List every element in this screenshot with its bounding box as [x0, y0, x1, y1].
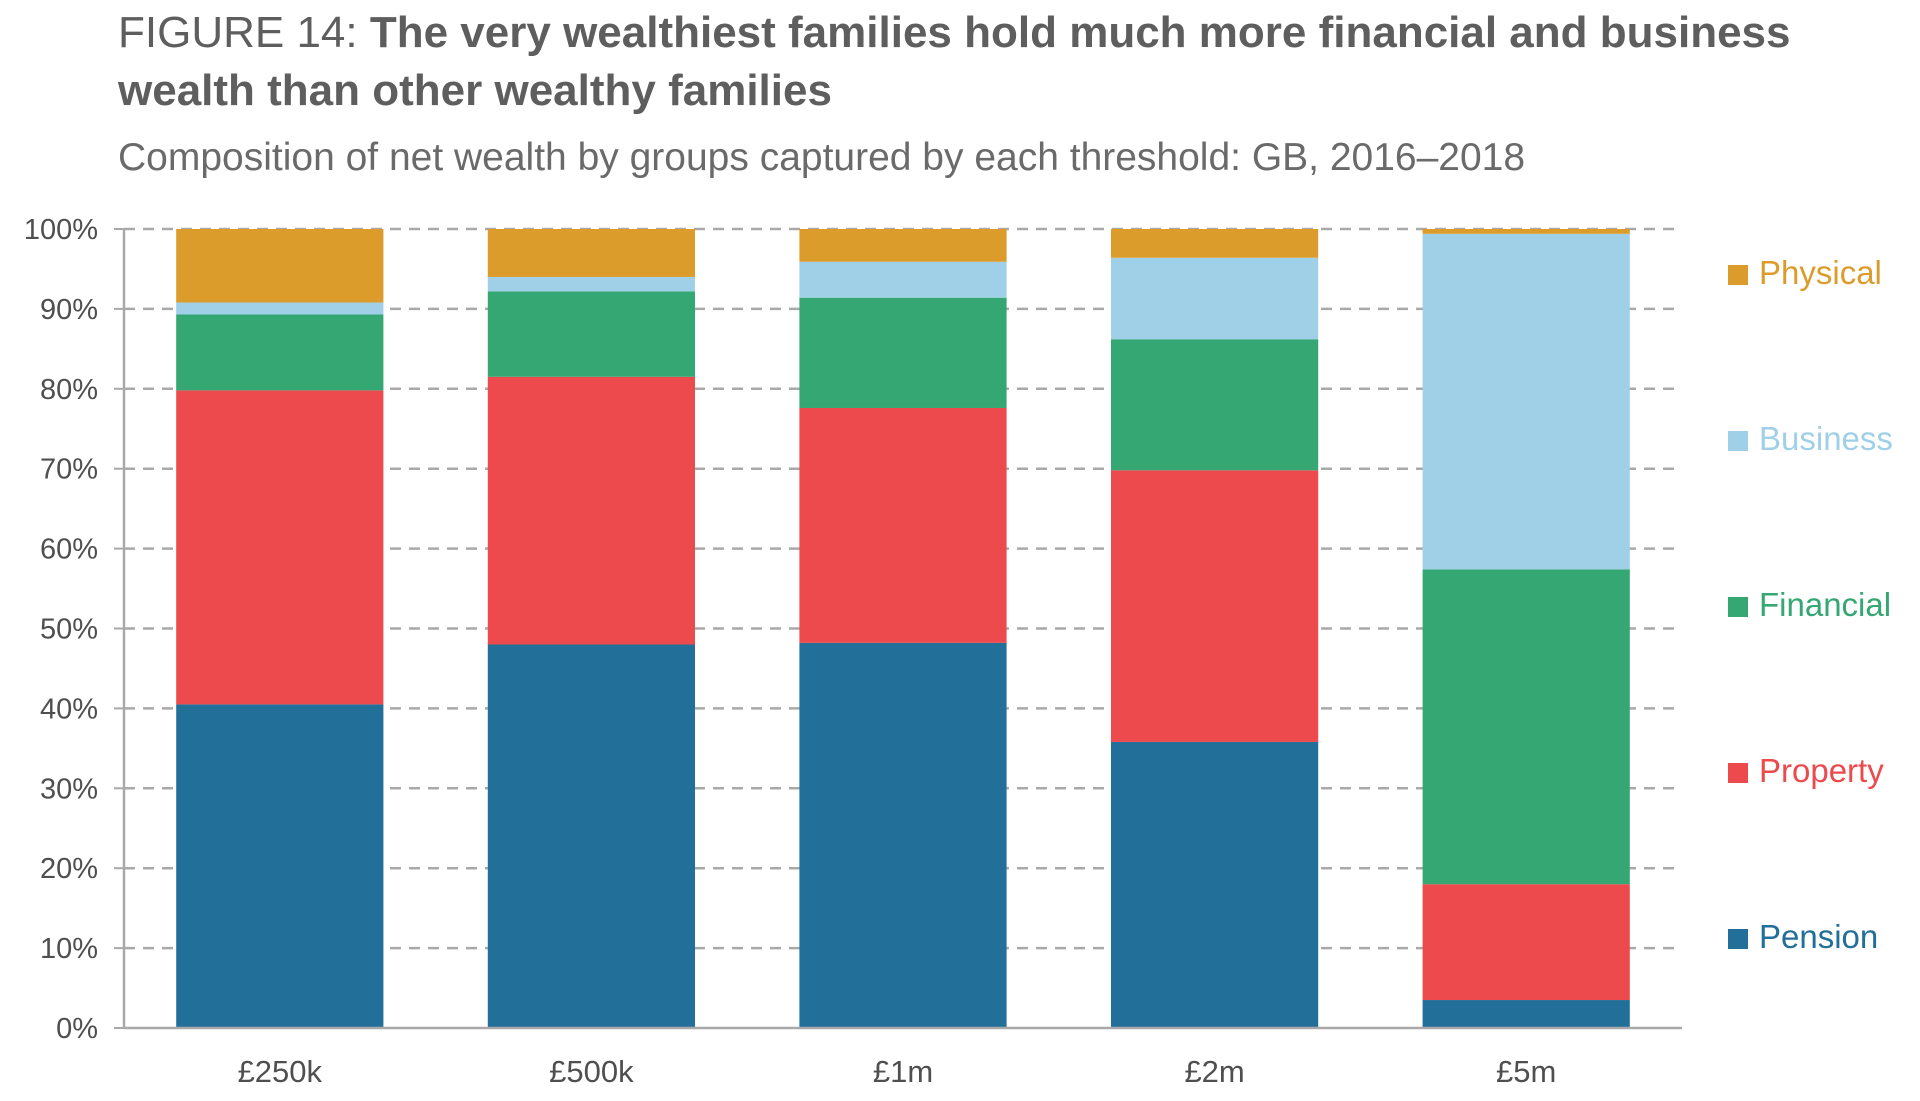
- bar-segment-pension: [799, 642, 1007, 1028]
- y-tick-label: 10%: [40, 933, 98, 965]
- bar-segment-physical: [487, 229, 696, 277]
- axes: 0% 10% 20% 30% 40% 50% 60% 70% 80% 90% 100% £250k £5…: [24, 214, 1682, 1089]
- x-tick-label: £500k: [549, 1054, 634, 1089]
- y-tick-label: 20%: [40, 853, 98, 885]
- bar-segment-physical: [799, 229, 1007, 262]
- bar-segment-pension: [1422, 1000, 1630, 1028]
- x-tick-label: £2m: [1184, 1054, 1244, 1089]
- y-tick-label: 40%: [40, 693, 98, 725]
- bar-segment-financial: [1110, 339, 1319, 471]
- bar-segment-physical: [176, 229, 384, 303]
- y-tick-label: 0%: [56, 1013, 98, 1045]
- y-tick-label: 50%: [40, 614, 98, 646]
- x-tick-label: £1m: [873, 1054, 933, 1089]
- y-tick-label: 30%: [40, 773, 98, 805]
- legend-label-pension: Pension: [1759, 918, 1878, 955]
- legend-label-property: Property: [1759, 752, 1884, 789]
- y-tick-label: 100%: [24, 214, 98, 246]
- bar-segment-property: [176, 390, 384, 705]
- y-tick-label: 90%: [40, 294, 98, 326]
- bar-segment-property: [799, 407, 1007, 643]
- legend-swatch-physical: [1728, 265, 1748, 285]
- title-block: FIGURE 14: The very wealthiest families …: [118, 4, 1898, 120]
- legend-swatch-financial: [1728, 597, 1748, 617]
- bar-segment-pension: [487, 644, 696, 1028]
- legend-label-financial: Financial: [1759, 586, 1891, 623]
- bar-segment-property: [487, 376, 696, 645]
- figure-title: The very wealthiest families hold much m…: [118, 8, 1791, 115]
- bar-segment-business: [1422, 233, 1630, 570]
- bar-segment-business: [799, 261, 1007, 298]
- bar-segment-financial: [1422, 569, 1630, 885]
- bar-segment-property: [1422, 884, 1630, 1001]
- x-tick-label: £250k: [238, 1054, 323, 1089]
- y-tick-label: 80%: [40, 374, 98, 406]
- bar-segment-financial: [487, 291, 696, 377]
- legend-label-business: Business: [1759, 420, 1893, 457]
- bar-segment-pension: [176, 704, 384, 1028]
- bar-segment-financial: [176, 314, 384, 391]
- legend: Physical Business Financial Property Pension: [1728, 254, 1893, 955]
- figure-label: FIGURE 14:: [118, 8, 358, 57]
- bar-segment-financial: [799, 297, 1007, 408]
- bar-segment-physical: [1110, 229, 1319, 258]
- y-tick-label: 70%: [40, 454, 98, 486]
- bar-segment-business: [176, 302, 384, 315]
- chart-subtitle: Composition of net wealth by groups capt…: [118, 136, 1526, 179]
- bars: [176, 229, 1630, 1028]
- bar-segment-business: [1110, 257, 1319, 340]
- bar-segment-pension: [1110, 741, 1319, 1028]
- x-tick-label: £5m: [1496, 1054, 1556, 1089]
- bar-segment-property: [1110, 470, 1319, 742]
- legend-swatch-business: [1728, 431, 1748, 451]
- bar-segment-business: [487, 276, 696, 292]
- bar-segment-physical: [1422, 229, 1630, 234]
- chart-title: FIGURE 14: The very wealthiest families …: [118, 4, 1898, 120]
- legend-swatch-pension: [1728, 929, 1748, 949]
- legend-swatch-property: [1728, 763, 1748, 783]
- y-tick-label: 60%: [40, 534, 98, 566]
- legend-label-physical: Physical: [1759, 254, 1882, 291]
